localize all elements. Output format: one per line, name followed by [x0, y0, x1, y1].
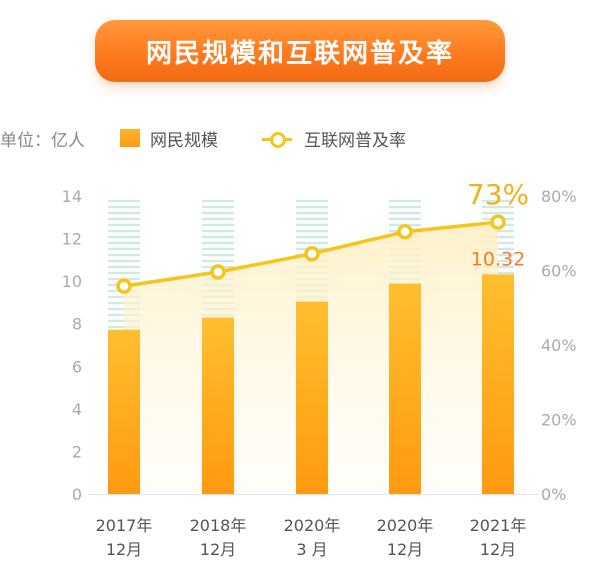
- y-left-tick-label: 2: [72, 442, 82, 461]
- x-category-label: 2017年: [96, 516, 153, 535]
- x-category-label: 2020年: [377, 516, 434, 535]
- y-left-tick-label: 0: [72, 485, 82, 504]
- bar-netizens: [296, 301, 328, 494]
- last-value-label: 10.32: [471, 248, 525, 270]
- y-left-tick-label: 4: [72, 400, 82, 419]
- y-left-tick-label: 10: [62, 272, 82, 291]
- x-category-label: 12月: [480, 540, 516, 559]
- legend-bar-label: 网民规模: [150, 131, 218, 151]
- legend-line-dot-icon: [270, 132, 286, 148]
- y-right-tick-label: 60%: [541, 262, 577, 281]
- last-percent-label: 73%: [467, 178, 529, 211]
- y-left-tick-label: 14: [62, 187, 82, 206]
- unit-label: 单位：亿人: [0, 131, 85, 151]
- bar-netizens: [108, 329, 140, 494]
- x-category-label: 3 月: [296, 540, 327, 559]
- chart-title: 网民规模和互联网普及率: [145, 38, 454, 69]
- x-category-label: 2021年: [470, 516, 527, 535]
- penetration-point: [490, 214, 506, 230]
- legend-bar-swatch: [120, 129, 140, 147]
- bar-netizens: [202, 317, 234, 494]
- penetration-point: [397, 224, 413, 240]
- title-banner: 网民规模和互联网普及率: [95, 20, 505, 82]
- y-right-tick-label: 0%: [541, 485, 566, 504]
- y-left-tick-label: 12: [62, 230, 82, 249]
- x-category-label: 2020年: [284, 516, 341, 535]
- bar-netizens: [482, 274, 514, 494]
- legend: 单位：亿人 网民规模 互联网普及率: [0, 126, 591, 152]
- bar-netizens: [389, 283, 421, 494]
- penetration-point: [210, 264, 226, 280]
- y-right-tick-label: 80%: [541, 187, 577, 206]
- penetration-point: [116, 278, 132, 294]
- legend-line-label: 互联网普及率: [304, 131, 406, 151]
- x-category-label: 2018年: [190, 516, 247, 535]
- y-right-tick-label: 40%: [541, 336, 577, 355]
- x-category-label: 12月: [200, 540, 236, 559]
- x-category-label: 12月: [106, 540, 142, 559]
- x-category-label: 12月: [387, 540, 423, 559]
- y-left-tick-label: 8: [72, 315, 82, 334]
- y-left-tick-label: 6: [72, 357, 82, 376]
- y-right-tick-label: 20%: [541, 411, 577, 430]
- penetration-point: [304, 245, 320, 262]
